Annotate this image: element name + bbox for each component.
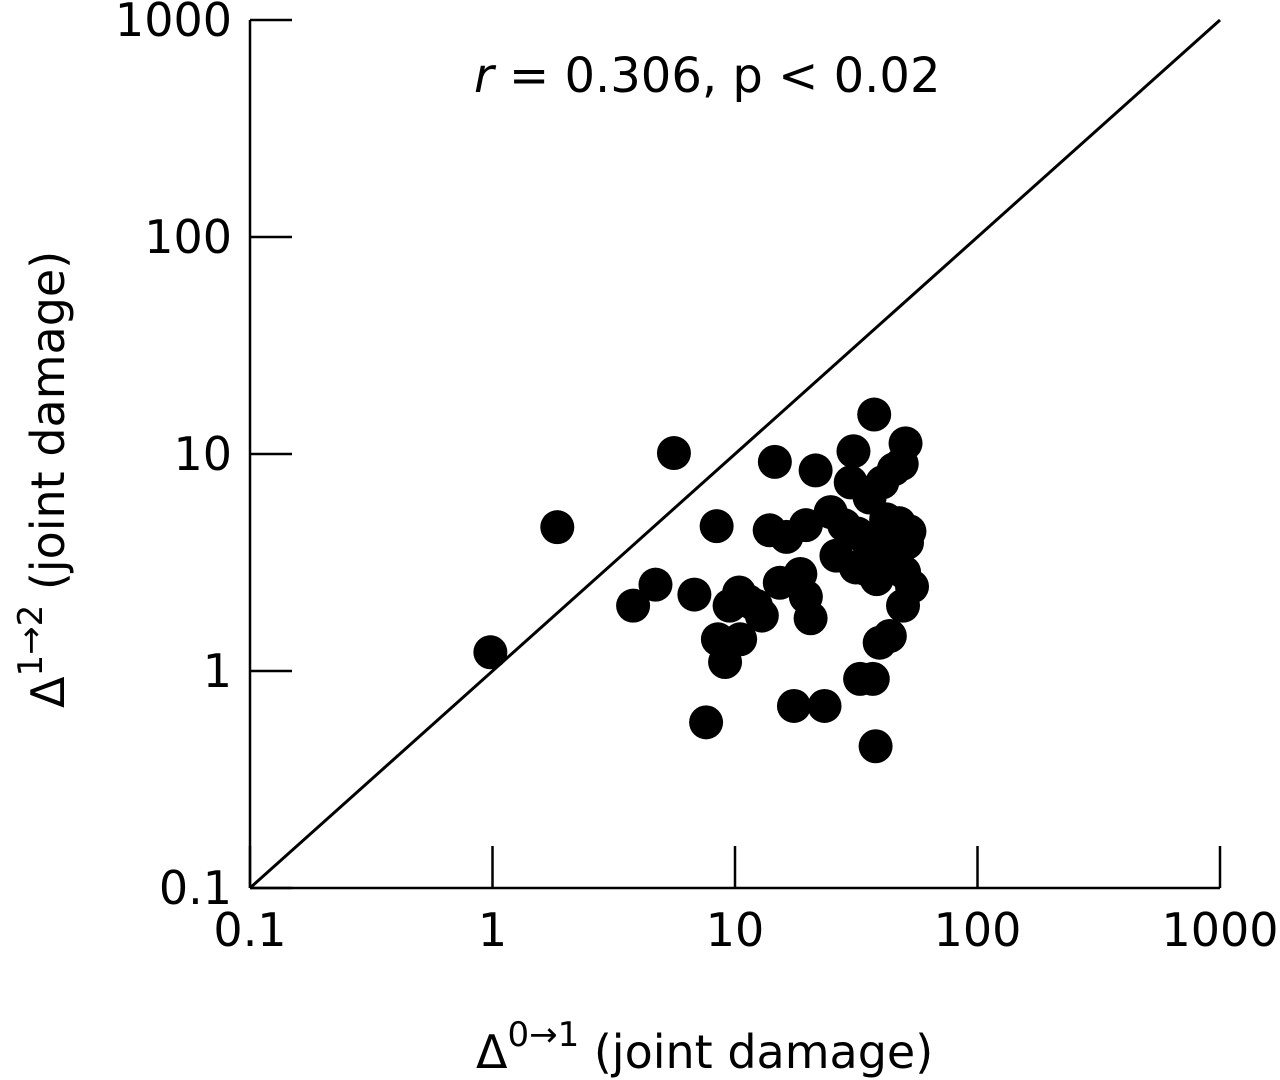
x-axis-title-superscript: 0→1 bbox=[507, 1015, 579, 1055]
data-point bbox=[776, 688, 811, 723]
data-point bbox=[757, 444, 792, 479]
annotation-r-symbol: r bbox=[474, 48, 497, 104]
data-point bbox=[793, 601, 828, 636]
data-point bbox=[744, 598, 779, 633]
x-ticks: 0.1 1 10 100 1000 bbox=[213, 846, 1279, 957]
data-point bbox=[855, 661, 890, 696]
data-point bbox=[798, 453, 833, 488]
data-point bbox=[888, 426, 923, 461]
data-point bbox=[616, 588, 651, 623]
y-tick-label: 1000 bbox=[115, 0, 232, 47]
x-tick-label: 1 bbox=[478, 903, 507, 957]
data-point bbox=[895, 569, 930, 604]
data-point bbox=[473, 635, 508, 670]
y-axis-title-symbol: Δ bbox=[21, 676, 75, 708]
data-point bbox=[836, 434, 871, 469]
data-point bbox=[872, 618, 907, 653]
y-tick-label: 10 bbox=[173, 427, 232, 481]
data-point bbox=[656, 436, 691, 471]
x-axis-title-symbol: Δ bbox=[476, 1025, 508, 1079]
annotation-rest: = 0.306, p < 0.02 bbox=[494, 48, 941, 104]
y-ticks: 0.1 1 10 100 1000 bbox=[115, 0, 292, 915]
y-tick-label: 100 bbox=[144, 210, 232, 264]
x-tick-label: 10 bbox=[706, 903, 765, 957]
y-axis-title-superscript: 1→2 bbox=[11, 605, 51, 677]
data-point bbox=[857, 397, 892, 432]
data-point bbox=[638, 567, 673, 602]
y-axis-title-text: (joint damage) bbox=[21, 251, 75, 605]
data-points bbox=[473, 397, 930, 764]
data-point bbox=[699, 509, 734, 544]
data-point bbox=[540, 510, 575, 545]
data-point bbox=[892, 514, 927, 549]
y-tick-label: 1 bbox=[203, 644, 232, 698]
x-axis-title-text: (joint damage) bbox=[579, 1025, 933, 1079]
data-point bbox=[689, 705, 724, 740]
x-tick-label: 100 bbox=[934, 903, 1022, 957]
data-point bbox=[858, 729, 893, 764]
x-tick-label: 0.1 bbox=[213, 903, 286, 957]
x-tick-label: 1000 bbox=[1161, 903, 1278, 957]
data-point bbox=[677, 577, 712, 612]
y-tick-label: 0.1 bbox=[159, 861, 232, 915]
data-point bbox=[723, 622, 758, 657]
x-axis-title: Δ0→1 (joint damage) bbox=[476, 1015, 933, 1079]
data-point bbox=[807, 688, 842, 723]
correlation-annotation: r = 0.306, p < 0.02 bbox=[474, 48, 940, 104]
data-point bbox=[866, 525, 901, 560]
y-axis-title: Δ1→2 (joint damage) bbox=[11, 251, 75, 708]
identity-reference-line bbox=[248, 18, 1222, 890]
